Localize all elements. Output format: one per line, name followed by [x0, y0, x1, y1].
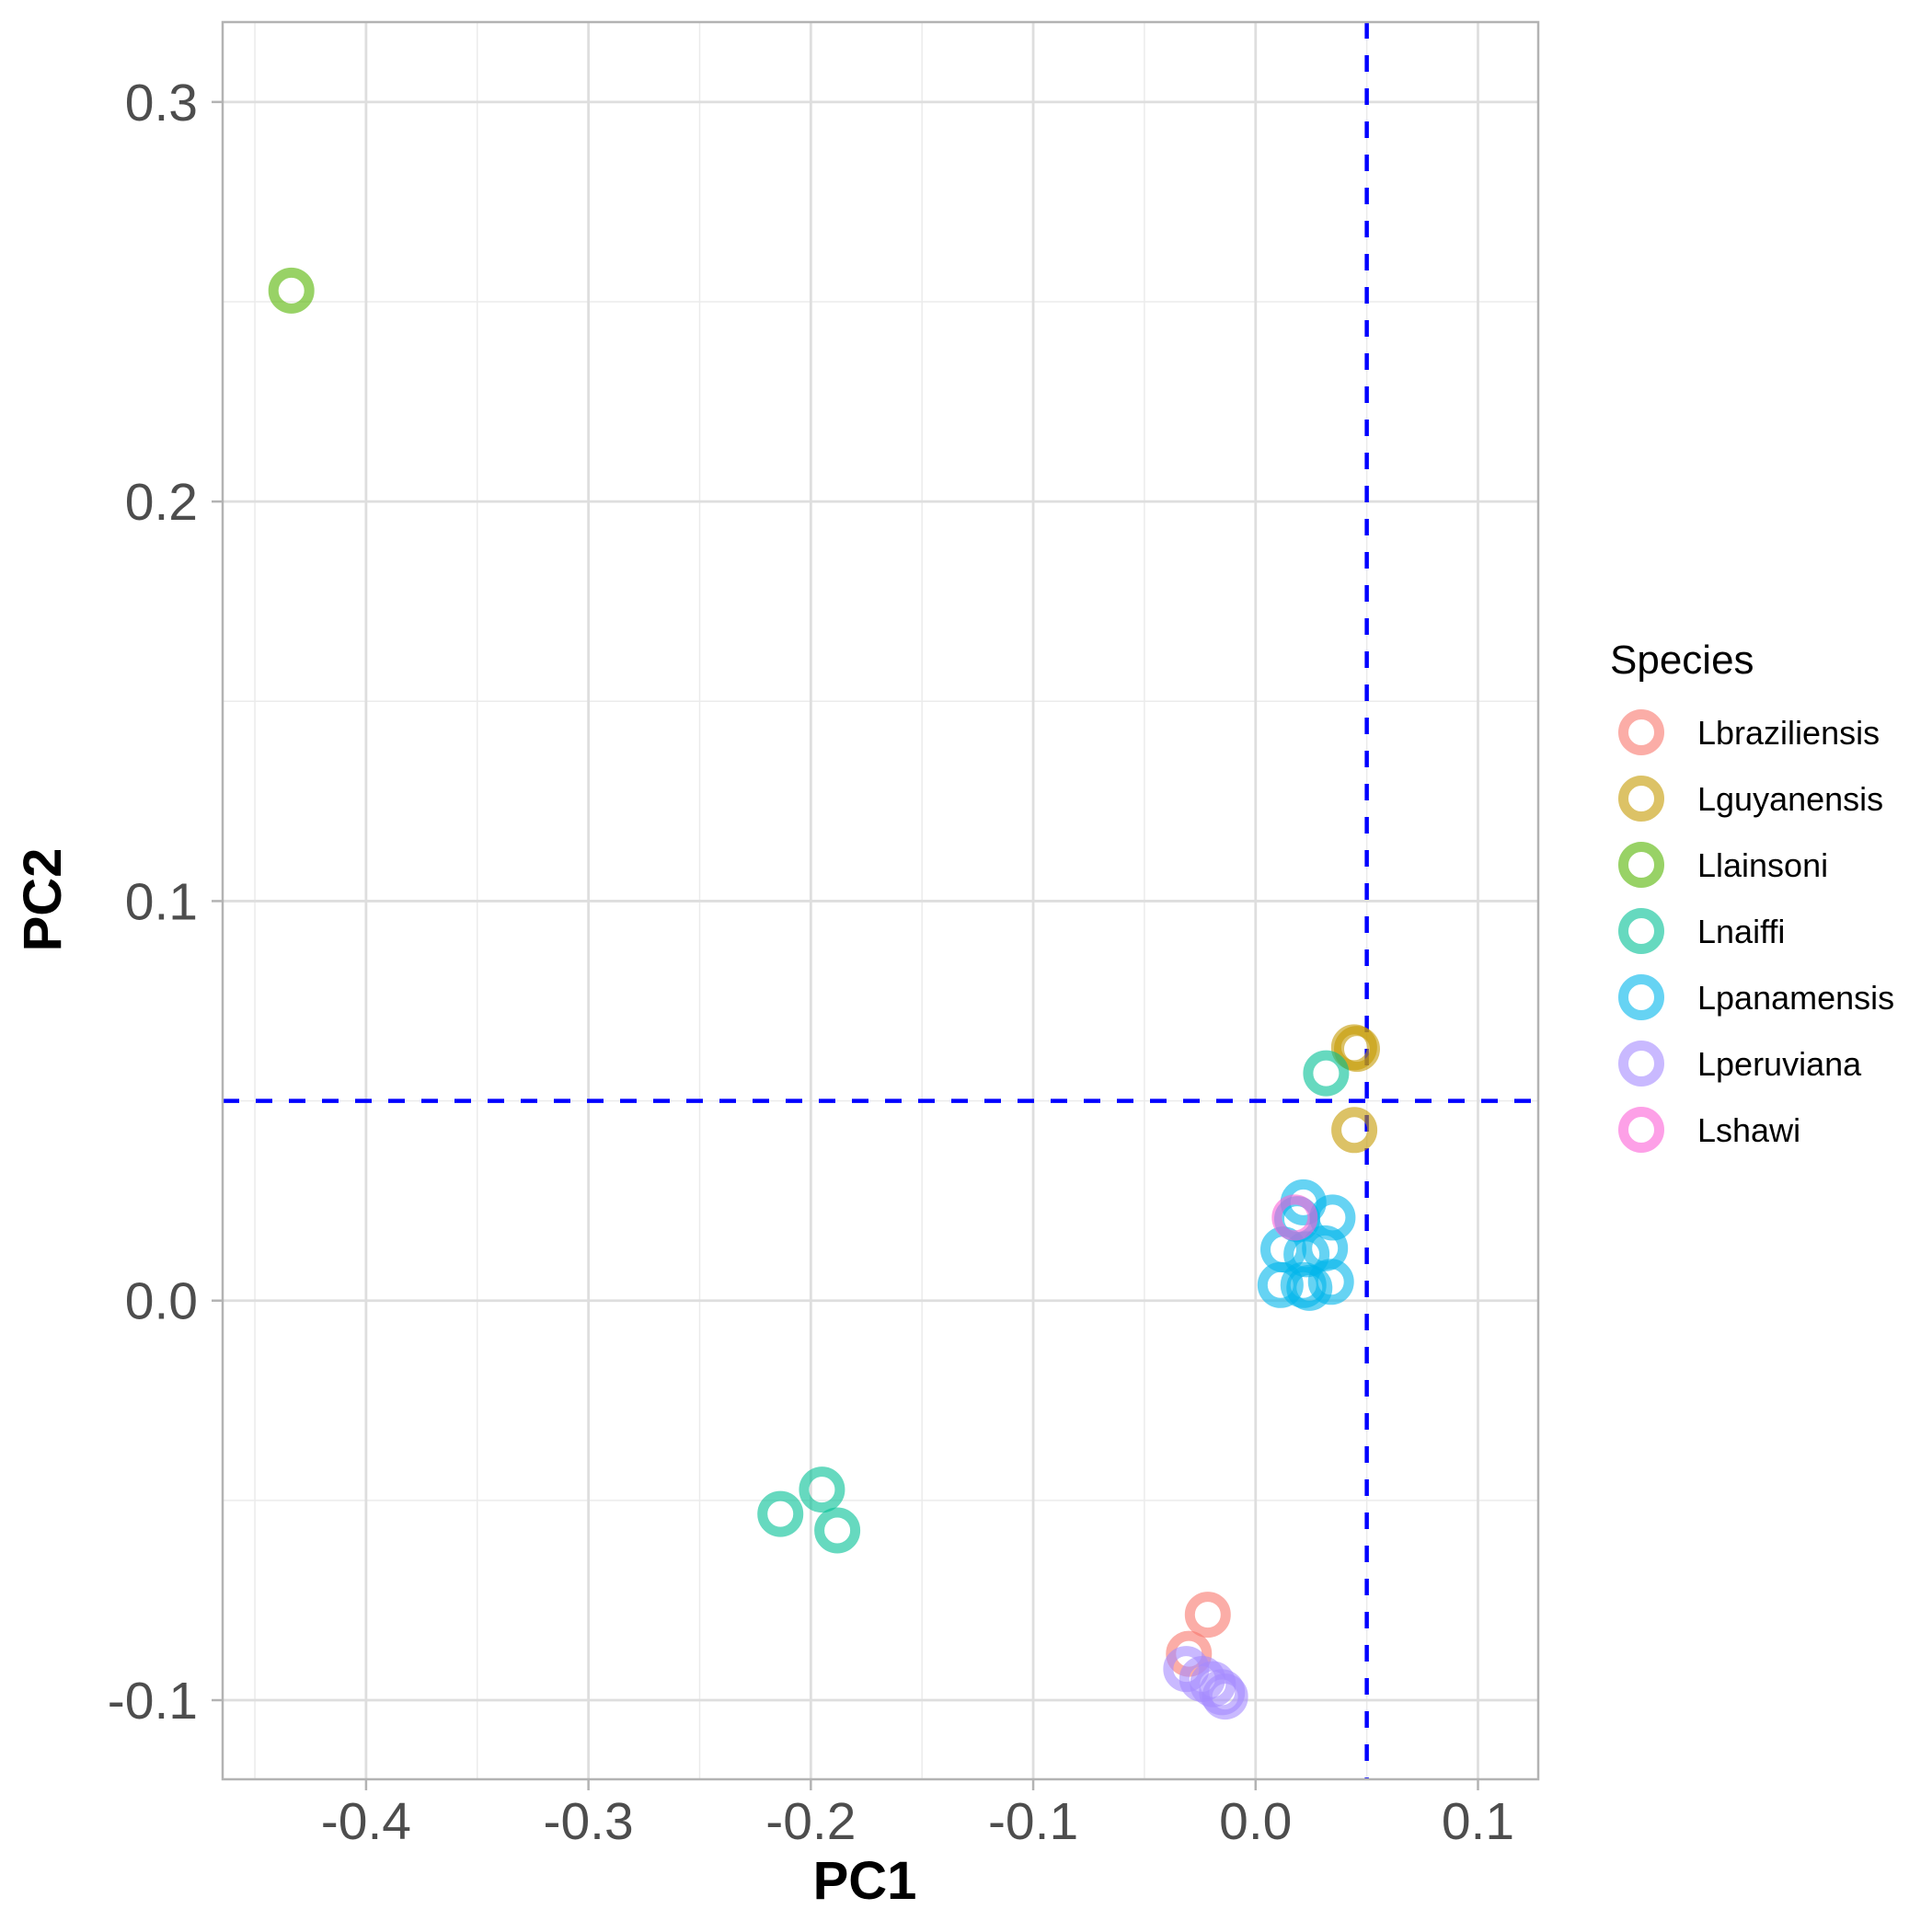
data-point: [1303, 1050, 1350, 1097]
data-point: [757, 1490, 804, 1537]
y-tick-label: -0.1: [108, 1672, 198, 1731]
data-point: [799, 1466, 845, 1513]
legend: Species Lbraziliensis Lguyanensis Llainson…: [1610, 638, 1894, 1153]
data-point: [1271, 1194, 1318, 1241]
series-lshawi: [1271, 1194, 1318, 1241]
legend-key-ring-icon: [1618, 842, 1664, 888]
x-tick-label: 0.0: [1219, 1792, 1292, 1851]
legend-label: Lguyanensis: [1697, 780, 1883, 818]
legend-label: Lshawi: [1697, 1111, 1800, 1149]
data-point: [1331, 1107, 1378, 1154]
y-axis-ticks: -0.1 0.0 0.1 0.2 0.3: [108, 74, 223, 1731]
y-tick-label: 0.3: [125, 74, 198, 132]
series-lguyanensis: [1330, 1024, 1381, 1154]
data-point: [1184, 1592, 1231, 1639]
legend-label: Llainsoni: [1697, 846, 1828, 884]
data-point: [1202, 1673, 1248, 1720]
x-tick-label: -0.2: [765, 1792, 856, 1851]
legend-item-llainsoni: Llainsoni: [1618, 842, 1828, 888]
y-tick-label: 0.2: [125, 473, 198, 532]
legend-item-lpanamensis: Lpanamensis: [1618, 974, 1894, 1020]
major-gridlines: [223, 22, 1538, 1779]
legend-items: Lbraziliensis Lguyanensis Llainsoni Lnaiffi…: [1618, 709, 1894, 1153]
data-point: [1286, 1264, 1333, 1311]
x-tick-label: -0.1: [988, 1792, 1078, 1851]
legend-item-lnaiffi: Lnaiffi: [1618, 908, 1785, 954]
data-points: [268, 267, 1381, 1720]
legend-key-ring-icon: [1618, 1107, 1664, 1153]
legend-key-ring-icon: [1618, 908, 1664, 954]
legend-label: Lpanamensis: [1697, 979, 1894, 1017]
x-tick-label: -0.3: [544, 1792, 634, 1851]
data-point: [268, 267, 315, 314]
data-point: [814, 1507, 861, 1554]
x-tick-label: -0.4: [321, 1792, 411, 1851]
legend-key-ring-icon: [1618, 1041, 1664, 1087]
series-lperuviana: [1163, 1646, 1248, 1720]
legend-key-ring-icon: [1618, 974, 1664, 1020]
legend-label: Lbraziliensis: [1697, 714, 1880, 752]
series-lnaiffi: [757, 1050, 1350, 1554]
y-tick-label: 0.0: [125, 1272, 198, 1331]
data-point: [1257, 1261, 1304, 1308]
x-axis-title: PC1: [813, 1851, 917, 1911]
series-llainsoni: [268, 267, 315, 314]
legend-title: Species: [1610, 638, 1754, 683]
y-axis-title: PC2: [13, 848, 73, 952]
data-point: [1307, 1259, 1354, 1305]
legend-item-lguyanensis: Lguyanensis: [1618, 776, 1883, 822]
reference-lines: [223, 22, 1538, 1779]
legend-key-ring-icon: [1618, 776, 1664, 822]
x-axis-ticks: -0.4 -0.3 -0.2 -0.1 0.0 0.1: [321, 1779, 1514, 1851]
legend-item-lperuviana: Lperuviana: [1618, 1041, 1862, 1087]
y-tick-label: 0.1: [125, 872, 198, 931]
data-point: [1334, 1026, 1381, 1073]
legend-key-ring-icon: [1618, 709, 1664, 755]
x-tick-label: 0.1: [1442, 1792, 1514, 1851]
legend-label: Lperuviana: [1697, 1045, 1862, 1083]
legend-label: Lnaiffi: [1697, 913, 1785, 950]
legend-item-lbraziliensis: Lbraziliensis: [1618, 709, 1880, 755]
legend-item-lshawi: Lshawi: [1618, 1107, 1800, 1153]
